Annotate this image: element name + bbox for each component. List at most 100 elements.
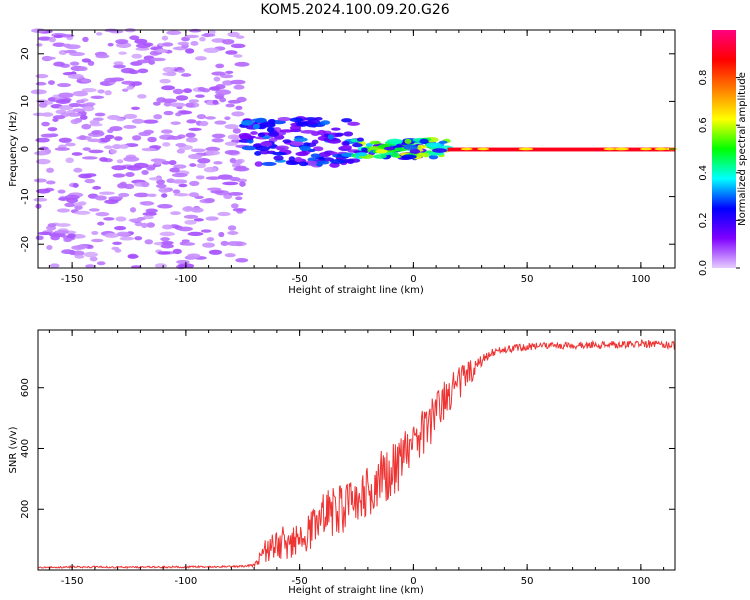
- heatmap-cell: [187, 231, 204, 236]
- heatmap-cell: [185, 137, 198, 143]
- heatmap-cell: [225, 50, 238, 55]
- heatmap-cell: [313, 146, 324, 152]
- heatmap-cell: [119, 144, 129, 149]
- heatmap-cell: [43, 56, 56, 60]
- heatmap-cell: [156, 183, 167, 189]
- heatmap-cell: [63, 237, 72, 243]
- heatmap-cell: [199, 120, 209, 127]
- heatmap-cell: [347, 121, 360, 126]
- heatmap-cell: [175, 143, 187, 147]
- heatmap-cell: [128, 69, 139, 75]
- heatmap-cell: [48, 36, 56, 43]
- heatmap-cell: [161, 160, 171, 165]
- heatmap-cell: [217, 211, 231, 217]
- heatmap-cell: [170, 211, 182, 216]
- heatmap-cell: [95, 54, 110, 59]
- heatmap-cell: [255, 117, 267, 124]
- heatmap-cell: [89, 256, 98, 262]
- heatmap-cell: [197, 86, 205, 92]
- heatmap-cell: [35, 73, 49, 79]
- heatmap-cell: [74, 202, 86, 206]
- heatmap-cell: [130, 106, 140, 110]
- y-tick-label: 200: [20, 500, 31, 519]
- heatmap-cell: [142, 119, 159, 124]
- heatmap-cell: [234, 61, 250, 67]
- heatmap-cell: [225, 70, 234, 75]
- heatmap-cell: [289, 125, 302, 131]
- heatmap-cell: [222, 181, 239, 186]
- heatmap-cell: [343, 131, 354, 137]
- heatmap-cell: [227, 231, 239, 235]
- heatmap-cell: [125, 172, 135, 177]
- heatmap-cell: [425, 142, 442, 148]
- heatmap-cell: [267, 131, 280, 137]
- heatmap-cell: [67, 233, 76, 239]
- heatmap-cell: [188, 127, 202, 132]
- heatmap-cell: [369, 140, 381, 145]
- heatmap-cell: [98, 137, 111, 143]
- heatmap-cell: [189, 180, 200, 187]
- heatmap-cell: [144, 239, 154, 245]
- heatmap-cell: [352, 143, 363, 148]
- heatmap-cell: [81, 156, 98, 160]
- heatmap-cell: [261, 161, 277, 166]
- heatmap-cell: [126, 165, 143, 171]
- heatmap-cell: [162, 142, 171, 147]
- heatmap-cell: [228, 176, 241, 182]
- heatmap-cell: [127, 254, 139, 259]
- x-tick-label: -150: [61, 576, 84, 587]
- heatmap-cell: [67, 73, 84, 79]
- heatmap-cell: [33, 197, 48, 202]
- snr-series: [37, 339, 676, 570]
- heatmap-cell: [89, 119, 100, 125]
- y-tick-label: 20: [20, 47, 31, 60]
- x-tick-label: -50: [291, 274, 307, 285]
- heatmap-cell: [131, 118, 145, 124]
- heatmap-cell: [178, 110, 193, 115]
- heatmap-cell: [71, 245, 86, 251]
- heatmap-cell: [161, 85, 175, 91]
- heatmap-cell: [58, 105, 74, 111]
- colorbar-tick-label: 0.0: [698, 260, 709, 276]
- snr-panel: -150 -100 -50 0 50 100 200 400 600 Height of st…: [8, 329, 676, 596]
- heatmap-cell: [215, 63, 225, 69]
- heatmap-cell: [383, 146, 396, 151]
- heatmap-cell: [160, 237, 170, 242]
- heatmap-cell: [428, 155, 439, 160]
- heatmap-cell: [181, 239, 190, 243]
- heatmap-cell: [241, 145, 258, 151]
- heatmap-cell: [36, 43, 43, 47]
- heatmap-cell: [171, 179, 188, 184]
- heatmap-cell: [330, 159, 346, 164]
- heatmap-cell: [185, 48, 195, 54]
- heatmap-cell: [230, 79, 246, 85]
- heatmap-cell: [235, 105, 243, 111]
- heatmap-cell: [614, 147, 627, 151]
- heatmap-cell: [159, 78, 171, 84]
- heatmap-cell: [134, 221, 143, 227]
- heatmap-cell: [205, 176, 222, 180]
- heatmap-cell: [97, 221, 105, 226]
- heatmap-cell: [254, 161, 263, 167]
- heatmap-cell: [118, 51, 127, 55]
- y-tick-label: 10: [20, 95, 31, 108]
- heatmap-cell: [203, 166, 217, 173]
- heatmap-cell: [55, 99, 71, 105]
- heatmap-cell: [176, 259, 190, 264]
- colorbar: 0.0 0.2 0.4 0.6 0.8 Normalized spectral ampl…: [698, 30, 748, 276]
- heatmap-cell: [231, 203, 239, 209]
- heatmap-cell: [135, 47, 150, 51]
- heatmap-cell: [141, 181, 150, 188]
- heatmap-cell: [112, 144, 122, 150]
- heatmap-cell: [35, 81, 47, 86]
- bottom-x-axis-label: Height of straight line (km): [288, 585, 424, 596]
- heatmap-cell: [108, 196, 124, 200]
- heatmap-cell: [211, 71, 226, 76]
- heatmap-cell: [184, 34, 199, 39]
- heatmap-cell: [235, 196, 243, 201]
- x-tick-label: 100: [631, 274, 650, 285]
- heatmap-cell: [188, 99, 200, 103]
- heatmap-cell: [188, 192, 200, 198]
- heatmap-cell: [36, 188, 51, 194]
